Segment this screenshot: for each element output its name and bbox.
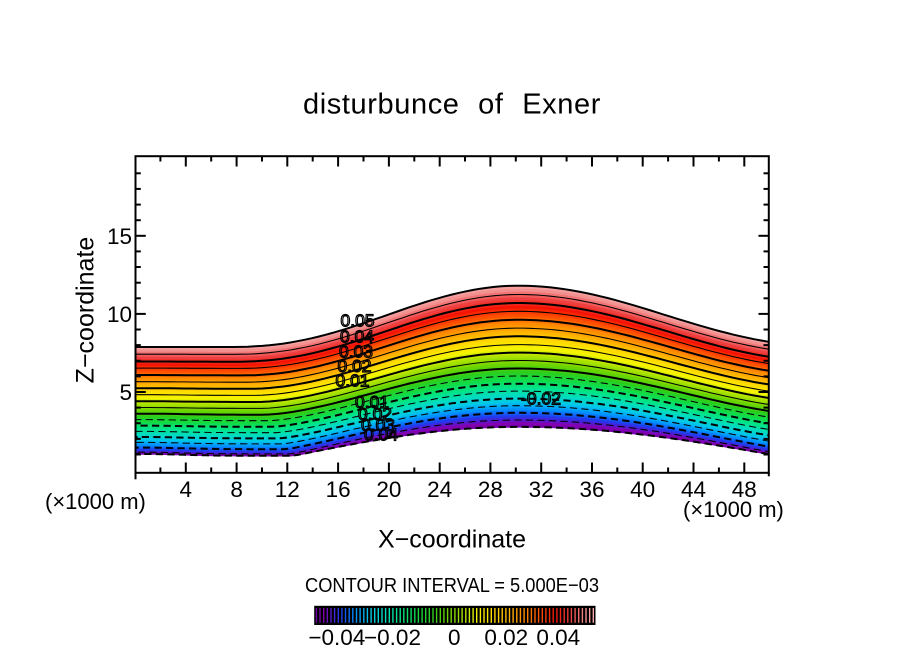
svg-text:5: 5 bbox=[119, 380, 132, 405]
svg-text:24: 24 bbox=[427, 477, 452, 502]
svg-text:(×1000 m): (×1000 m) bbox=[45, 489, 146, 514]
svg-text:10: 10 bbox=[107, 302, 132, 327]
svg-text:-0.02: -0.02 bbox=[521, 389, 561, 409]
svg-text:0.03: 0.03 bbox=[361, 415, 395, 435]
svg-text:disturbunce of Exner: disturbunce of Exner bbox=[303, 89, 601, 121]
svg-text:12: 12 bbox=[275, 477, 300, 502]
svg-text:(×1000 m): (×1000 m) bbox=[683, 497, 784, 522]
svg-text:36: 36 bbox=[579, 477, 604, 502]
svg-text:28: 28 bbox=[478, 477, 503, 502]
svg-text:0.04: 0.04 bbox=[536, 625, 580, 650]
svg-text:0.02: 0.02 bbox=[337, 356, 371, 376]
svg-text:0.01: 0.01 bbox=[355, 392, 389, 412]
svg-text:0.01: 0.01 bbox=[335, 371, 369, 391]
svg-text:0.05: 0.05 bbox=[340, 311, 374, 331]
svg-text:0.03: 0.03 bbox=[339, 341, 373, 361]
svg-text:Z−coordinate: Z−coordinate bbox=[72, 237, 100, 384]
svg-text:40: 40 bbox=[630, 477, 655, 502]
svg-text:X−coordinate: X−coordinate bbox=[378, 526, 526, 554]
svg-text:0: 0 bbox=[448, 625, 461, 650]
svg-text:16: 16 bbox=[326, 477, 351, 502]
svg-text:0.04: 0.04 bbox=[340, 326, 374, 346]
svg-text:20: 20 bbox=[376, 477, 401, 502]
svg-text:15: 15 bbox=[107, 224, 132, 249]
svg-text:0.04: 0.04 bbox=[364, 425, 398, 445]
svg-text:8: 8 bbox=[230, 477, 243, 502]
svg-text:32: 32 bbox=[529, 477, 554, 502]
svg-text:48: 48 bbox=[732, 477, 757, 502]
svg-text:CONTOUR INTERVAL = 5.000E−03: CONTOUR INTERVAL = 5.000E−03 bbox=[305, 574, 599, 597]
svg-text:44: 44 bbox=[681, 477, 706, 502]
svg-text:0.02: 0.02 bbox=[358, 404, 392, 424]
svg-text:0.02: 0.02 bbox=[484, 625, 528, 650]
svg-text:4: 4 bbox=[180, 477, 193, 502]
svg-text:−0.04: −0.04 bbox=[308, 625, 365, 650]
svg-text:−0.02: −0.02 bbox=[364, 625, 421, 650]
